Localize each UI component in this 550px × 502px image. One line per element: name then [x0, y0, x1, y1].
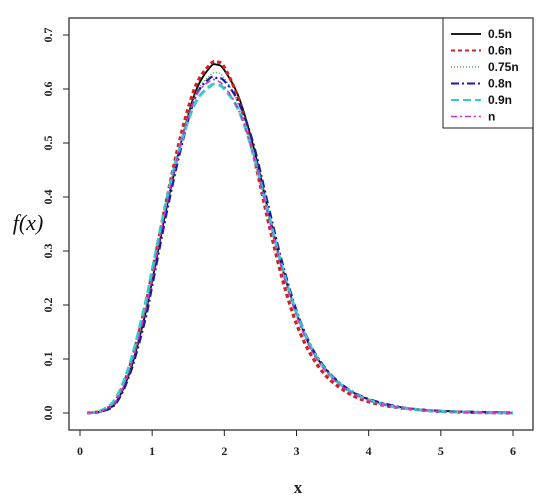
legend-label: 0.8n — [488, 77, 512, 91]
legend-label: n — [488, 110, 495, 124]
legend-label: 0.9n — [488, 93, 512, 107]
legend-box — [442, 17, 534, 129]
x-tick-label: 4 — [366, 444, 372, 458]
y-axis-title: f(x) — [13, 210, 44, 235]
y-tick-label: 0.1 — [41, 352, 55, 367]
y-tick-label: 0.3 — [41, 244, 55, 259]
legend: 0.5n 0.6n 0.75n 0.8n 0.9n n — [442, 17, 534, 129]
y-tick-label: 0.5 — [41, 136, 55, 151]
x-tick-label: 0 — [77, 444, 83, 458]
y-axis: 0.0 0.1 0.2 0.3 0.4 0.5 0.6 0.7 — [41, 28, 70, 421]
x-tick-label: 6 — [510, 444, 516, 458]
legend-label: 0.6n — [488, 44, 512, 58]
series-line-0.9n — [86, 82, 514, 415]
legend-label: 0.75n — [488, 60, 519, 74]
x-tick-label: 2 — [221, 444, 227, 458]
x-axis-title: x — [294, 478, 303, 497]
x-axis: 0 1 2 3 4 5 6 — [77, 429, 516, 458]
series-line-n — [87, 78, 514, 414]
series-layer — [86, 59, 514, 415]
y-tick-label: 0.7 — [41, 28, 55, 43]
x-tick-label: 5 — [438, 444, 444, 458]
legend-label: 0.5n — [488, 27, 512, 41]
y-tick-label: 0.2 — [41, 298, 55, 313]
y-tick-label: 0.6 — [41, 82, 55, 97]
x-tick-label: 3 — [294, 444, 300, 458]
x-tick-label: 1 — [149, 444, 155, 458]
y-tick-label: 0.0 — [41, 406, 55, 421]
y-tick-label: 0.4 — [41, 190, 55, 205]
